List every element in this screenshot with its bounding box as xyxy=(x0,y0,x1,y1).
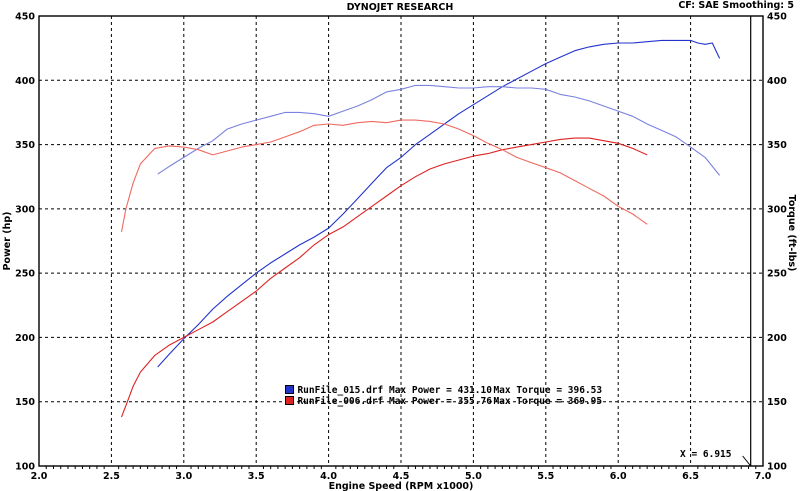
legend-max-torque: Max Torque = 369.95 xyxy=(493,396,603,407)
x-tick-label: 5.0 xyxy=(465,471,482,482)
y2-tick-label: 150 xyxy=(767,397,787,408)
x-tick-label: 2.5 xyxy=(103,471,120,482)
y-tick-label: 450 xyxy=(15,12,35,23)
legend-swatch-red xyxy=(285,396,295,405)
legend-entry-1: RunFile_015.drf Max Power = 431.10 Max To… xyxy=(274,374,602,396)
grid-lines xyxy=(39,16,763,469)
legend-file: RunFile_006.drf xyxy=(297,396,384,407)
legend-swatch-blue xyxy=(285,385,295,394)
x-tick-label: 2.0 xyxy=(31,471,48,482)
y-tick-label: 350 xyxy=(15,140,35,151)
y2-tick-label: 400 xyxy=(767,76,787,87)
x-tick-label: 6.0 xyxy=(610,471,627,482)
series-line-torque-runfile-015-drf xyxy=(157,84,721,176)
legend-max-torque: Max Torque = 396.53 xyxy=(493,385,603,396)
y-tick-label: 400 xyxy=(15,76,35,87)
series-line-power-runfile-006-drf xyxy=(120,137,648,418)
y2-tick-label: 250 xyxy=(767,269,787,280)
y2-axis-label: Torque (ft-lbs) xyxy=(786,195,797,272)
legend-file: RunFile_015.drf xyxy=(297,385,384,396)
x-tick-label: 3.5 xyxy=(248,471,265,482)
cursor-pointer xyxy=(742,455,752,467)
chart-title: DYNOJET RESEARCH xyxy=(346,2,454,13)
x-tick-label: 3.0 xyxy=(175,471,192,482)
y-tick-label: 150 xyxy=(15,397,35,408)
y-axis-label: Power (hp) xyxy=(2,212,13,271)
legend-max-power: Max Power = 431.10 xyxy=(388,385,492,396)
y2-tick-label: 350 xyxy=(767,140,787,151)
y-tick-label: 200 xyxy=(15,333,35,344)
y-tick-label: 250 xyxy=(15,269,35,280)
y-tick-label: 100 xyxy=(15,462,35,473)
cursor-readout: X = 6.915 xyxy=(680,449,732,460)
legend-entry-2: RunFile_006.drf Max Power = 355.76 Max To… xyxy=(274,385,602,407)
y2-tick-label: 100 xyxy=(767,462,787,473)
y2-tick-label: 200 xyxy=(767,333,787,344)
y2-tick-label: 450 xyxy=(767,12,787,23)
series-line-power-runfile-015-drf xyxy=(157,39,721,368)
y2-tick-label: 300 xyxy=(767,204,787,215)
x-tick-label: 7.0 xyxy=(755,471,772,482)
series-lines xyxy=(120,39,752,467)
x-tick-label: 4.0 xyxy=(320,471,337,482)
x-tick-label: 5.5 xyxy=(537,471,554,482)
x-tick-label: 6.5 xyxy=(682,471,699,482)
legend-max-power: Max Power = 355.76 xyxy=(388,396,492,407)
x-tick-label: 4.5 xyxy=(393,471,410,482)
series-line-torque-runfile-006-drf xyxy=(120,119,648,233)
y-tick-label: 300 xyxy=(15,204,35,215)
plot-area-frame xyxy=(38,15,764,467)
tick-labels: 2.0 2.5 3.0 3.5 4.0 4.5 5.0 5.5 6.0 6.5 7.01001502… xyxy=(15,12,787,483)
settings-readout: CF: SAE Smoothing: 5 xyxy=(678,0,794,11)
x-axis-label: Engine Speed (RPM x1000) xyxy=(329,481,474,491)
